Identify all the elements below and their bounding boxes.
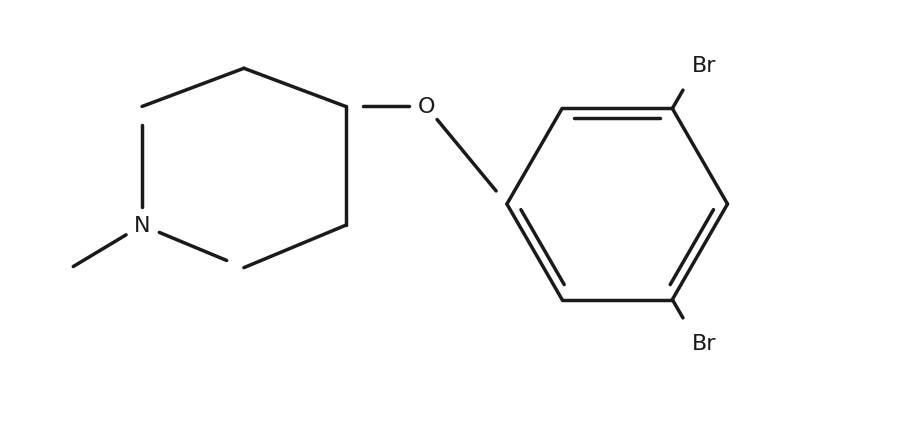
Text: N: N: [134, 216, 150, 236]
Text: Br: Br: [691, 56, 715, 76]
Text: Br: Br: [691, 333, 715, 353]
Text: O: O: [417, 97, 435, 117]
